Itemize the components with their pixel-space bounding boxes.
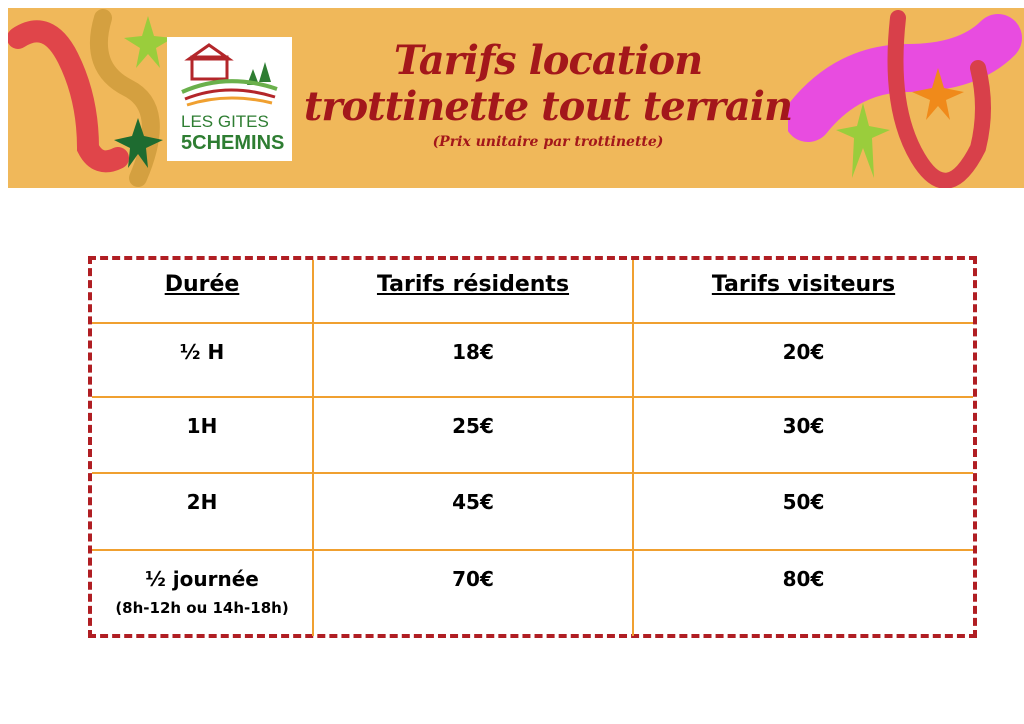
header-banner: LES GITES 5CHEMINS Tarifs location trott… (8, 8, 1024, 188)
duration-label: ½ journée (145, 567, 259, 591)
visitors-price: 30€ (782, 414, 825, 438)
residents-price: 70€ (314, 551, 634, 636)
page-title: Tarifs location trottinette tout terrain (298, 38, 798, 130)
decorative-squiggles-left-icon (8, 9, 173, 187)
table-row: 1H 25€ 30€ (92, 396, 973, 472)
price-table: Durée Tarifs résidents Tarifs visiteurs … (88, 256, 977, 638)
table-header-row: Durée Tarifs résidents Tarifs visiteurs (92, 260, 973, 322)
decorative-squiggles-right-icon (788, 10, 1022, 188)
header-residents: Tarifs résidents (314, 260, 634, 322)
visitors-price: 20€ (782, 340, 825, 364)
visitors-price: 50€ (782, 490, 825, 514)
gites-logo-icon: LES GITES 5CHEMINS (181, 43, 284, 154)
svg-text:5CHEMINS: 5CHEMINS (181, 132, 284, 154)
residents-price: 18€ (314, 324, 634, 396)
table-row: ½ H 18€ 20€ (92, 322, 973, 396)
table-row: 2H 45€ 50€ (92, 472, 973, 549)
residents-price: 45€ (314, 474, 634, 549)
duration-note: (8h-12h ou 14h-18h) (115, 599, 289, 617)
header-duration: Durée (92, 260, 314, 322)
title-line-2: trottinette tout terrain (303, 83, 793, 130)
duration-cell: ½ H (92, 324, 314, 396)
visitors-price: 80€ (782, 567, 825, 591)
svg-text:LES GITES: LES GITES (181, 112, 269, 131)
duration-cell: 1H (92, 398, 314, 472)
title-line-1: Tarifs location (393, 37, 703, 84)
duration-cell: 2H (92, 474, 314, 549)
residents-price: 25€ (314, 398, 634, 472)
logo: LES GITES 5CHEMINS (167, 37, 292, 161)
page-subtitle: (Prix unitaire par trottinette) (432, 134, 664, 150)
duration-cell: ½ journée (8h-12h ou 14h-18h) (92, 551, 314, 636)
header-visitors: Tarifs visiteurs (711, 272, 896, 297)
table-row: ½ journée (8h-12h ou 14h-18h) 70€ 80€ (92, 549, 973, 636)
